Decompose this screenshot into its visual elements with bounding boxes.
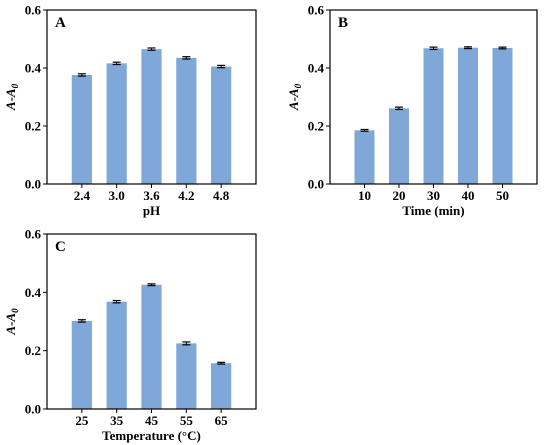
bar-4.2	[176, 57, 197, 184]
error-bar-45	[147, 283, 156, 287]
x-axis-label: Temperature (°C)	[102, 428, 201, 443]
bar-45	[141, 284, 162, 409]
x-tick-label: 3.0	[109, 188, 125, 203]
error-bar-35	[112, 299, 121, 304]
x-tick-label: 35	[110, 413, 124, 428]
y-axis-label: A-A0	[286, 83, 303, 111]
bar-40	[457, 47, 479, 185]
bar-3.0	[106, 63, 127, 184]
error-bar-30	[429, 46, 438, 51]
y-tick-label: 0.2	[308, 119, 324, 134]
error-bar-50	[498, 46, 507, 50]
x-tick-label: 25	[75, 413, 89, 428]
panel-letter: A	[55, 15, 66, 31]
y-tick-label: 0.6	[25, 3, 42, 18]
x-tick-label: 65	[215, 413, 229, 428]
panel-letter: B	[338, 15, 348, 31]
plot-frame	[46, 9, 257, 185]
error-bar-4.2	[182, 56, 191, 60]
error-bar-3.6	[147, 47, 156, 51]
error-bar-3.0	[112, 61, 121, 66]
y-tick-label: 0.4	[25, 285, 42, 300]
x-tick-label: 50	[496, 188, 509, 203]
error-bar-2.4	[77, 73, 86, 77]
x-tick-label: 3.6	[143, 188, 160, 203]
x-axis-label: Time (min)	[402, 203, 464, 218]
panel-a: 2.4 3.0 3.6 4.2 4.8 0.0 0.2 0.4 0.6 ApH A-A0	[3, 3, 257, 218]
bar-35	[106, 301, 127, 409]
error-bar-10	[360, 128, 369, 132]
error-bar-25	[77, 319, 86, 323]
panel-letter: C	[55, 239, 66, 255]
plot-frame	[46, 233, 257, 410]
y-tick-label: 0.4	[308, 61, 325, 76]
x-tick-label: 20	[393, 188, 406, 203]
bar-2.4	[71, 74, 92, 184]
x-tick-label: 4.2	[178, 188, 194, 203]
bar-10	[354, 130, 375, 184]
y-tick-label: 0.6	[308, 3, 325, 18]
x-tick-label: 30	[427, 188, 440, 203]
x-axis-label: pH	[143, 203, 160, 218]
x-tick-label: 40	[462, 188, 475, 203]
error-bar-4.8	[217, 64, 226, 69]
y-tick-label: 0.2	[25, 343, 41, 358]
bar-3.6	[141, 49, 162, 185]
bar-65	[211, 363, 232, 409]
y-axis-label: A-A0	[3, 308, 20, 336]
bar-4.8	[211, 66, 232, 184]
error-bar-20	[395, 106, 403, 111]
x-tick-label: 45	[145, 413, 159, 428]
x-tick-label: 10	[358, 188, 371, 203]
y-tick-label: 0.0	[25, 402, 41, 417]
bar-25	[71, 320, 92, 409]
x-tick-label: 4.8	[213, 188, 230, 203]
bar-30	[423, 48, 444, 184]
y-tick-label: 0.0	[308, 177, 324, 192]
bar-20	[388, 108, 410, 184]
bar-50	[492, 47, 513, 184]
y-tick-label: 0.2	[25, 119, 41, 134]
x-tick-label: 55	[180, 413, 194, 428]
panel-c: 25 35 45 55 65 0.0 0.2 0.4 0.6 C Temperature (°C) A…	[3, 227, 257, 443]
error-bar-40	[464, 46, 472, 50]
x-tick-label: 2.4	[74, 188, 91, 203]
bar-55	[176, 343, 197, 409]
y-tick-label: 0.0	[25, 177, 41, 192]
error-bar-55	[182, 341, 191, 346]
panel-b: 10 20 30 40 50 0.0 0.2 0.4 0.6 B Time (min) A-A0	[286, 3, 538, 218]
plot-frame	[329, 9, 538, 185]
error-bar-65	[217, 361, 226, 365]
y-tick-label: 0.4	[25, 61, 42, 76]
y-tick-label: 0.6	[25, 227, 42, 242]
y-axis-label: A-A0	[3, 83, 20, 111]
